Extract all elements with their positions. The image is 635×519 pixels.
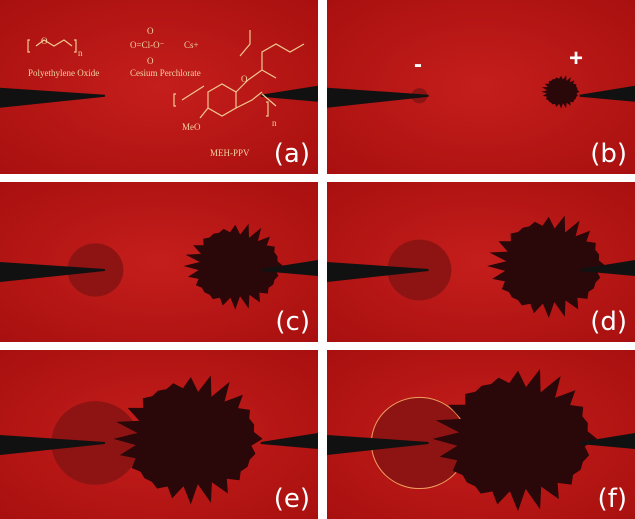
positive-electrode: +	[569, 45, 583, 72]
panel: (f)	[327, 350, 635, 519]
peo-name: Polyethylene Oxide	[28, 68, 99, 78]
methoxy: MeO	[182, 122, 201, 132]
panel-label: (b)	[590, 139, 627, 169]
perchlorate-o-top: O	[147, 26, 154, 36]
peo-repeat: n	[78, 48, 83, 58]
panel-background	[0, 0, 318, 174]
mehppv-name: MEH-PPV	[210, 148, 250, 158]
perchlorate-o-bottom: O	[147, 56, 154, 66]
panel: (b)	[327, 0, 635, 174]
panel-label: (d)	[590, 307, 627, 337]
panel: (d)	[327, 182, 635, 342]
mehppv-repeat: n	[272, 118, 277, 128]
perchlorate-name: Cesium Perchlorate	[130, 68, 201, 78]
panel-label: (f)	[598, 484, 627, 514]
peo-oxygen: O	[41, 36, 48, 46]
cation: Cs+	[184, 40, 199, 50]
panel: (c)	[0, 182, 318, 342]
mehppv-oxygen: O	[241, 74, 248, 84]
panel-label: (e)	[274, 484, 310, 514]
panel: (a)	[0, 0, 318, 174]
panel: (e)	[0, 350, 318, 519]
panel-background	[327, 0, 635, 174]
figure: (a) (b) (c) (d) (e) (f) O n Polyethylene Oxid…	[0, 0, 635, 519]
negative-electrode: -	[414, 51, 422, 78]
perchlorate-formula: O=Cl-O⁻	[130, 40, 165, 50]
panel-label: (c)	[275, 307, 310, 337]
panel-label: (a)	[274, 139, 310, 169]
